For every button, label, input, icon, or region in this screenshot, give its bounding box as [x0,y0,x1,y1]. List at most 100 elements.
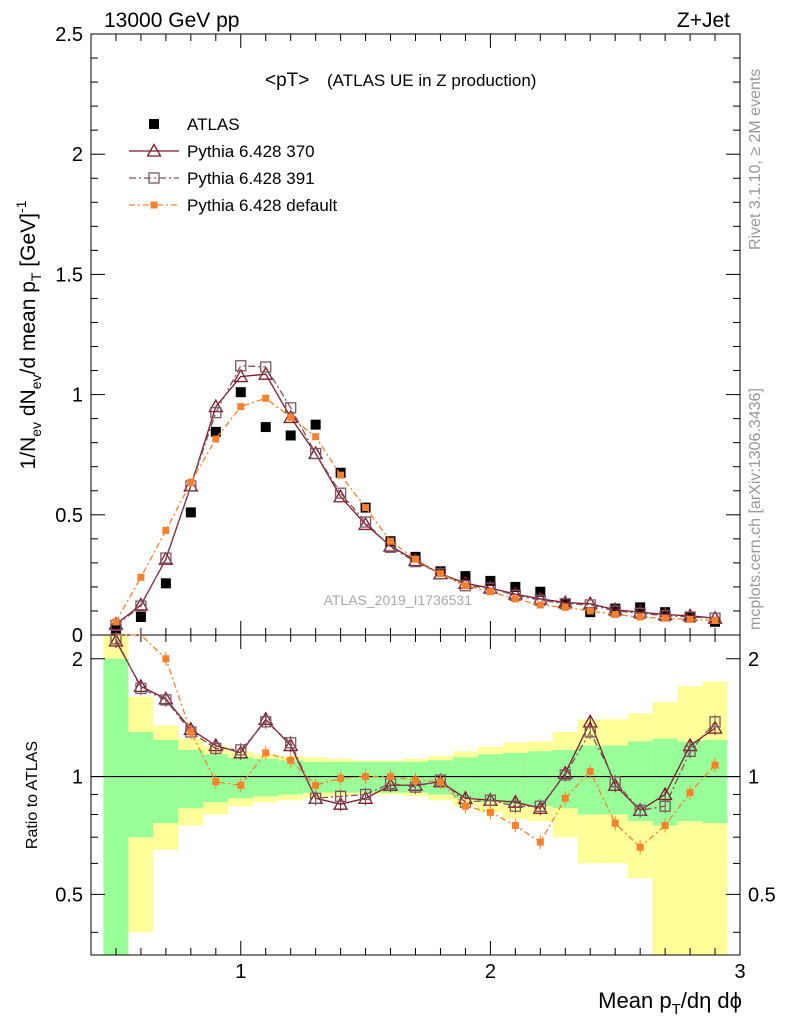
ratio-point [210,742,222,755]
data-point [285,430,296,441]
ratio-point [684,745,696,757]
ratio-point [285,737,297,749]
data-point [137,573,145,581]
data-point [310,419,321,430]
data-point [461,582,469,590]
ratio-panel: 0.5 0.5 1 1 2 2 1 2 3 [55,631,776,983]
data-point [610,603,621,614]
data-point [536,601,544,609]
data-point [387,537,395,545]
ratio-point [333,796,349,810]
ratio-point [187,728,195,736]
ratio-y-tick-label-right: 2 [748,649,759,671]
ratio-point [387,773,395,781]
ratio-point [135,682,147,695]
ratio-point [260,716,272,728]
legend-entry-label: Pythia 6.428 370 [187,142,315,161]
data-point [310,447,322,460]
data-point [162,526,170,534]
ratio-point [584,726,596,738]
data-point [260,422,271,433]
ratio-point [534,800,546,812]
legend-marker [149,119,159,129]
ratio-point [609,776,621,788]
series-line-pythia-6-428-default [115,397,716,623]
y-tick-label: 1 [72,385,83,407]
legend-entry-label: Pythia 6.428 default [187,196,338,215]
legend: ATLAS Pythia 6.428 370 Pythia 6.428 391 Pyt… [129,115,338,215]
data-point [135,600,147,612]
ratio-point [586,768,594,776]
data-point [258,366,274,380]
ratio-point [359,788,372,801]
y-tick-label: 0.5 [55,505,83,527]
ratio-point [108,633,124,647]
uncertainty-band-green [128,731,154,838]
ratio-point [636,843,644,851]
data-point [459,580,472,592]
ratio-point [110,633,122,645]
data-point [210,426,221,437]
ratio-point [484,794,497,806]
ratio-point [511,821,519,829]
ratio-point [559,769,571,781]
data-point [187,478,195,486]
ratio-point [237,781,245,789]
data-point [133,597,149,611]
data-point [237,403,245,411]
data-point [436,570,444,578]
x-tick-label: 3 [734,961,745,983]
ratio-point [357,790,374,804]
ratio-point [634,804,646,816]
y-tick-label: 0 [72,625,83,647]
legend-marker [148,172,160,184]
y-tick-label: 2.5 [55,24,83,46]
mcplots-label: mcplots.cern.ch [arXiv:1306.3436] [747,388,764,630]
ratio-point [312,781,320,789]
main-series-group [108,360,723,636]
ratio-y-tick-label-right: 1 [748,767,759,789]
data-point [312,433,320,441]
data-point [112,618,120,626]
uncertainty-band-green [253,758,279,797]
data-point [160,552,172,564]
data-point [635,602,646,613]
data-point [210,406,222,419]
data-point [235,387,246,398]
data-point [233,368,249,383]
ratio-point [659,800,671,812]
data-point [711,617,719,625]
ratio-point [235,744,247,756]
data-point [561,603,569,611]
ratio-y-tick-label: 0.5 [55,884,83,906]
data-point [686,615,694,623]
legend-entry-label: Pythia 6.428 391 [187,169,315,188]
uncertainty-band-green [178,749,204,809]
uncertainty-band-green [527,751,553,807]
data-point [160,578,171,589]
series-line-pythia-6-428-391 [115,365,716,626]
data-point [212,435,220,443]
ratio-point [212,778,220,786]
ratio-y-tick-label: 1 [72,767,83,789]
ratio-point [561,794,569,802]
main-panel: 0 0.5 1 1.5 2 2.5 [55,24,741,647]
data-point [362,504,370,512]
data-point [586,607,594,615]
legend-marker [146,143,162,157]
main-title-main: <pT> [265,70,309,91]
ratio-y-tick-label: 2 [72,649,83,671]
data-point [412,555,419,563]
header-left: 13000 GeV pp [104,9,239,32]
data-point [486,588,494,596]
ratio-point [686,789,694,797]
data-point [382,538,399,552]
data-point [260,361,272,373]
ratio-point [160,694,172,706]
data-point [185,507,196,518]
ratio-point [337,774,345,782]
data-point [611,611,619,619]
ratio-point [262,749,270,757]
data-point [636,613,644,621]
